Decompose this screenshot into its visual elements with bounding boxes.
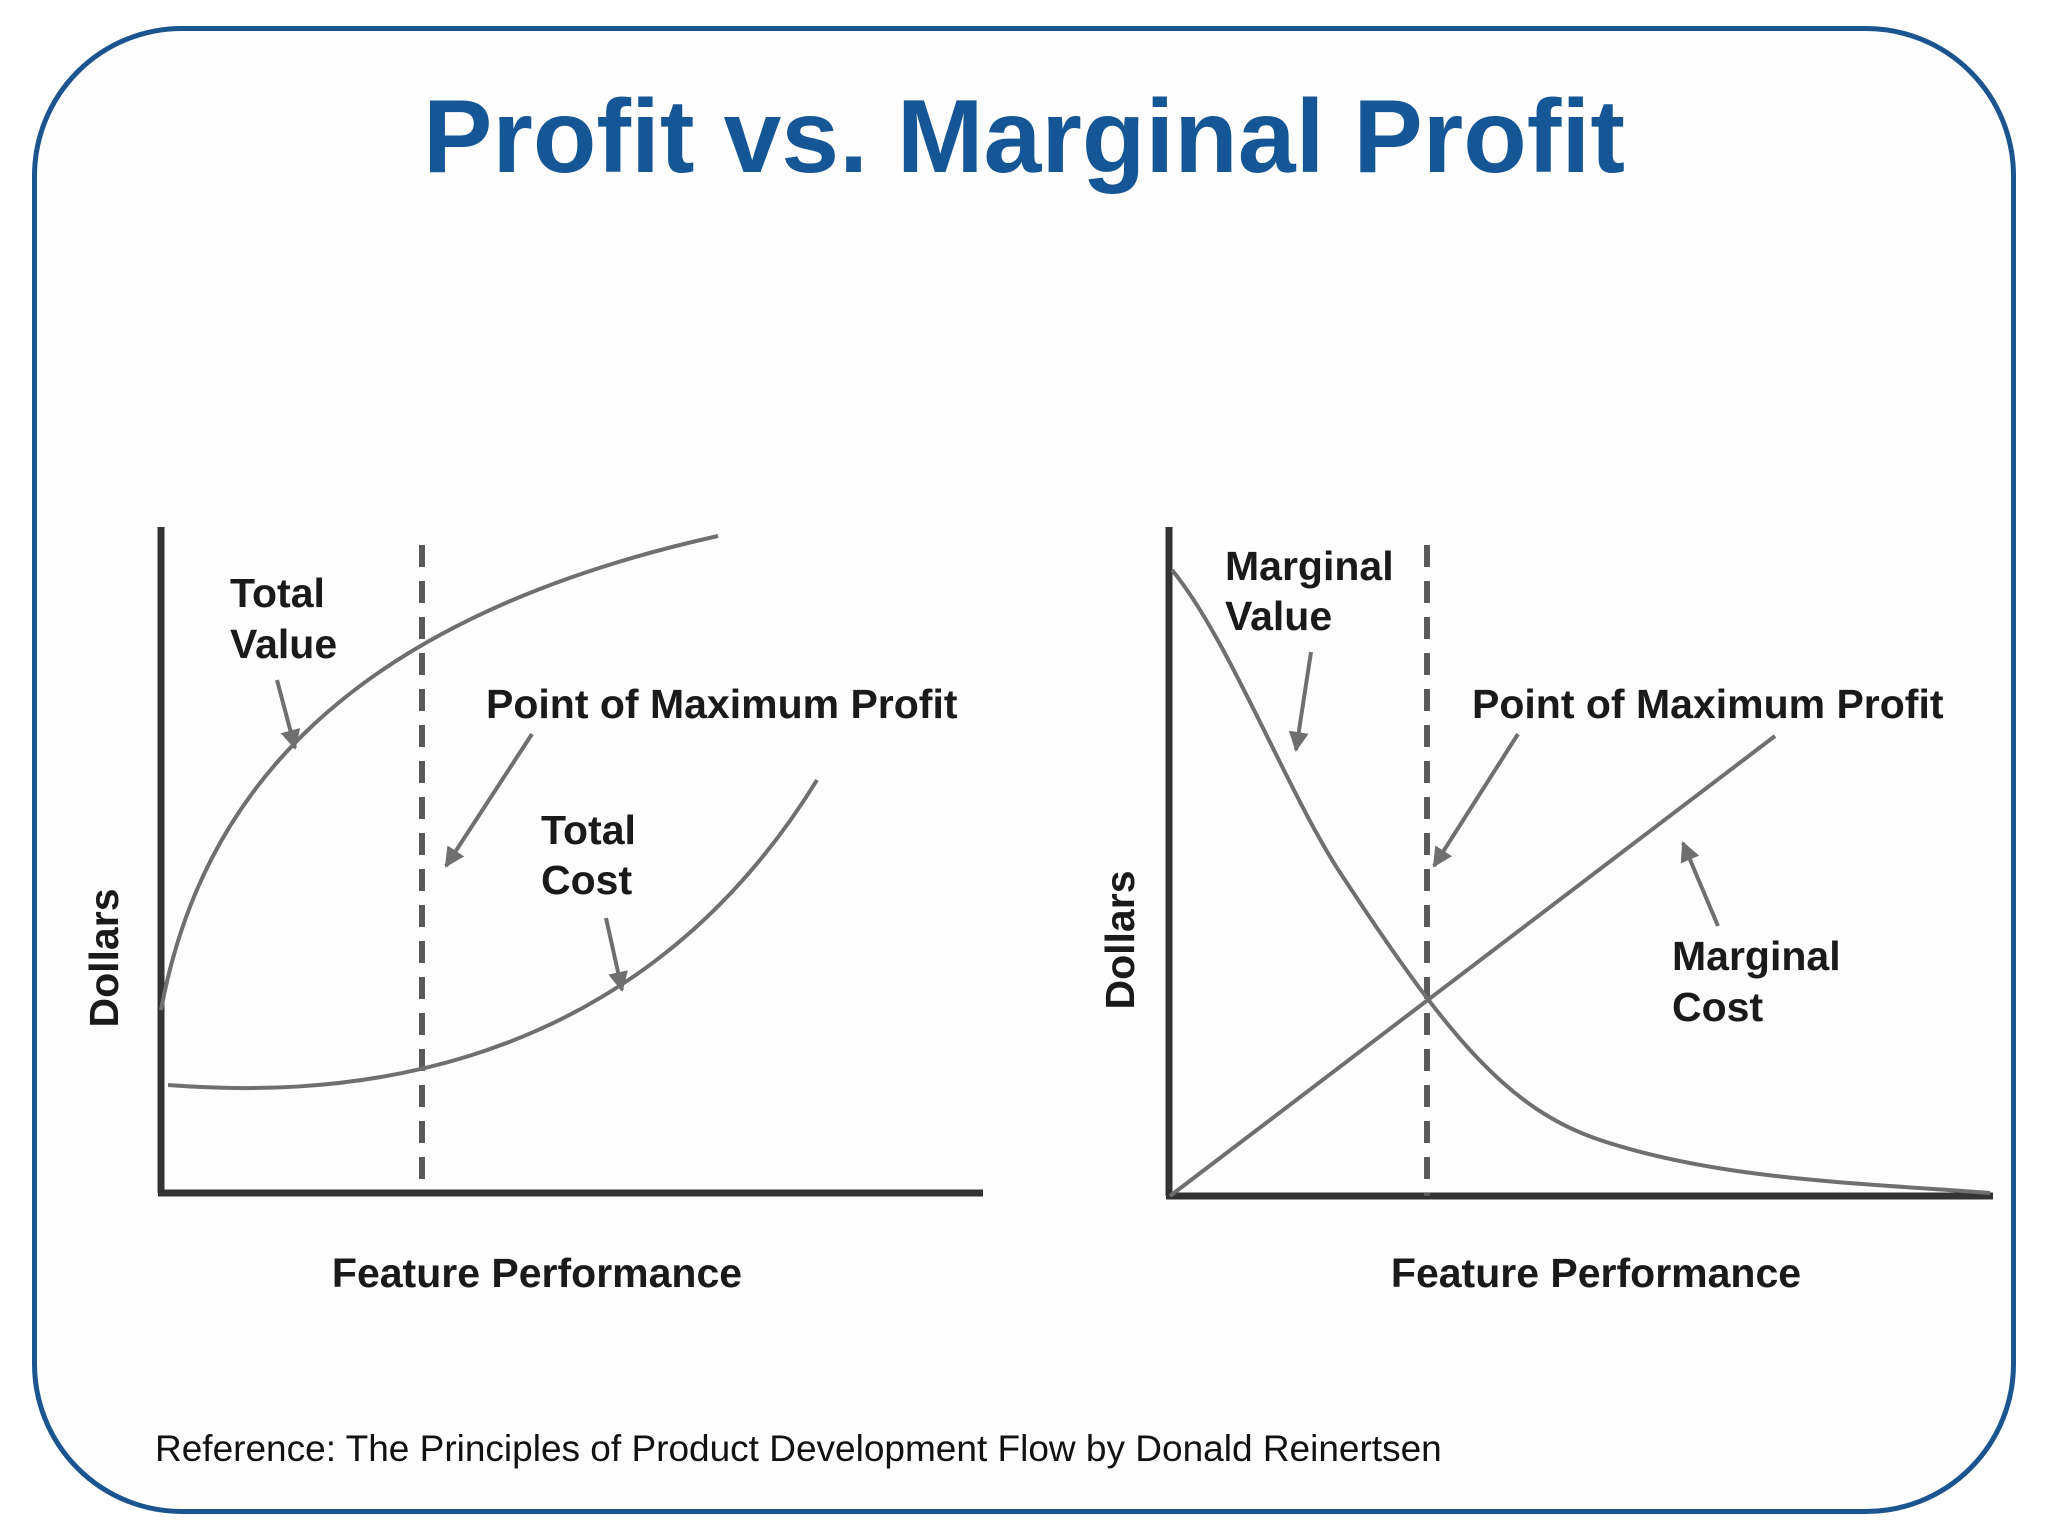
left-max-profit-label: Point of Maximum Profit	[486, 681, 958, 727]
marginal-value-arrow	[1288, 651, 1313, 752]
marginal-cost-label-line2: Cost	[1672, 984, 1763, 1030]
reference-citation: Reference: The Principles of Product Dev…	[155, 1428, 1442, 1469]
left-chart: Total Value Point of Maximum Profit Tota…	[81, 527, 983, 1296]
marginal-value-curve	[1170, 568, 1991, 1195]
slide-title: Profit vs. Marginal Profit	[423, 79, 1625, 195]
right-y-axis-label: Dollars	[1097, 871, 1143, 1010]
total-value-label-line1: Total	[230, 570, 325, 616]
total-value-curve	[159, 534, 719, 1011]
right-max-profit-arrow	[1432, 732, 1520, 868]
total-value-label-line2: Value	[230, 621, 337, 667]
right-chart: Marginal Value Point of Maximum Profit M…	[1097, 527, 1993, 1296]
marginal-value-label-line2: Value	[1225, 593, 1332, 639]
total-cost-arrow	[604, 917, 628, 992]
marginal-cost-arrow	[1680, 841, 1720, 927]
marginal-cost-label-line1: Marginal	[1672, 933, 1841, 979]
left-y-axis-label: Dollars	[81, 889, 127, 1028]
marginal-cost-line	[1168, 734, 1777, 1198]
left-max-profit-arrow	[444, 732, 534, 868]
total-value-arrow	[275, 679, 301, 750]
total-cost-label-line1: Total	[541, 807, 636, 853]
right-x-axis-label: Feature Performance	[1391, 1250, 1801, 1296]
right-max-profit-label: Point of Maximum Profit	[1472, 681, 1944, 727]
total-cost-curve	[167, 778, 819, 1091]
left-x-axis-label: Feature Performance	[332, 1250, 742, 1296]
slide-frame	[32, 26, 2016, 1514]
total-cost-label-line2: Cost	[541, 857, 632, 903]
marginal-value-label-line1: Marginal	[1225, 543, 1394, 589]
